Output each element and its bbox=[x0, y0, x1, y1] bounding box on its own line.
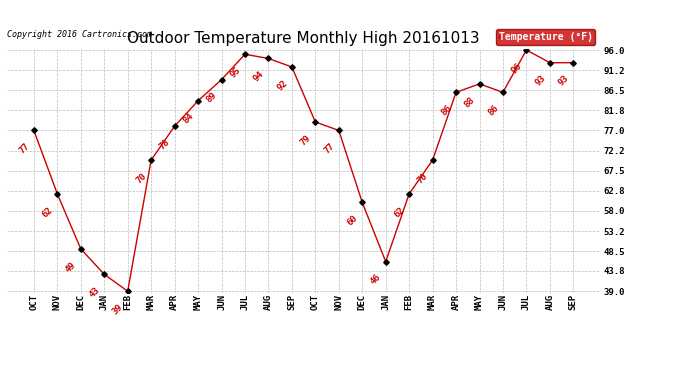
Text: 93: 93 bbox=[533, 74, 547, 88]
Text: 62: 62 bbox=[41, 205, 55, 219]
Text: 70: 70 bbox=[135, 171, 148, 185]
Text: Copyright 2016 Cartronics.com: Copyright 2016 Cartronics.com bbox=[7, 30, 152, 39]
Text: 92: 92 bbox=[275, 78, 289, 92]
Text: 49: 49 bbox=[64, 260, 78, 274]
Text: 95: 95 bbox=[228, 65, 242, 80]
Text: 43: 43 bbox=[88, 285, 101, 299]
Text: 77: 77 bbox=[322, 141, 336, 156]
Text: 79: 79 bbox=[299, 133, 313, 147]
Text: 46: 46 bbox=[369, 273, 383, 286]
Text: 89: 89 bbox=[205, 91, 219, 105]
Text: 88: 88 bbox=[463, 95, 477, 109]
Text: 60: 60 bbox=[346, 213, 359, 228]
Text: 62: 62 bbox=[393, 205, 406, 219]
Text: 93: 93 bbox=[557, 74, 571, 88]
Text: 78: 78 bbox=[158, 137, 172, 151]
Text: 86: 86 bbox=[440, 104, 453, 117]
Text: 70: 70 bbox=[416, 171, 430, 185]
Text: 94: 94 bbox=[252, 70, 266, 84]
Legend: Temperature (°F): Temperature (°F) bbox=[495, 29, 595, 45]
Text: 96: 96 bbox=[510, 61, 524, 75]
Text: 39: 39 bbox=[111, 302, 125, 316]
Title: Outdoor Temperature Monthly High 20161013: Outdoor Temperature Monthly High 2016101… bbox=[127, 31, 480, 46]
Text: 77: 77 bbox=[17, 141, 31, 156]
Text: 84: 84 bbox=[181, 112, 195, 126]
Text: 86: 86 bbox=[486, 104, 500, 117]
